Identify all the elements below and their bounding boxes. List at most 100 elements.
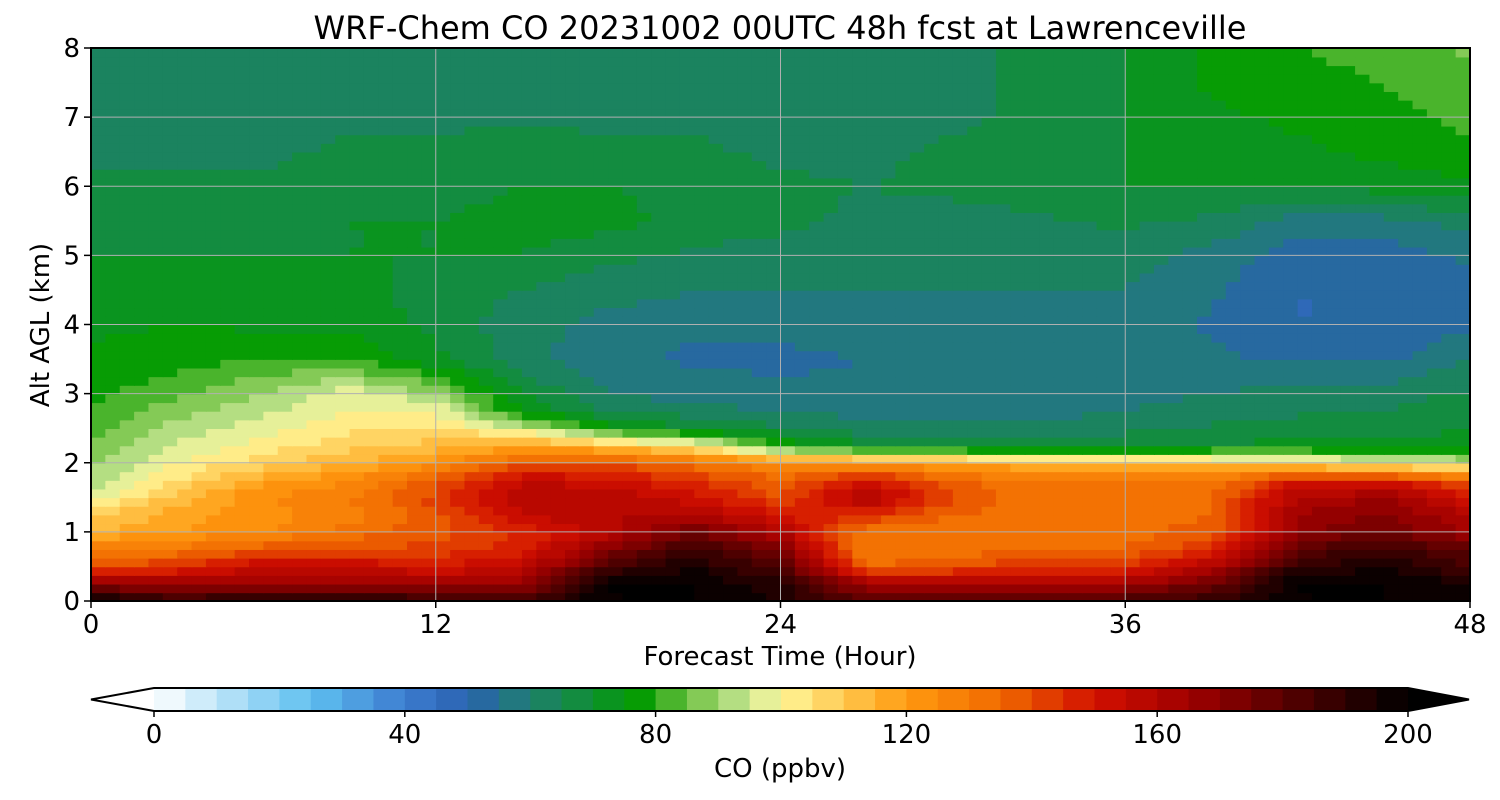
heatmap-cell [708, 583, 724, 594]
heatmap-cell [766, 246, 782, 257]
heatmap-cell [636, 428, 653, 438]
heatmap-cell [363, 272, 380, 283]
heatmap-cell [105, 220, 121, 231]
heatmap-cell [1153, 333, 1170, 343]
heatmap-cell [909, 393, 925, 404]
heatmap-cell [780, 402, 796, 412]
heatmap-cell [1139, 350, 1155, 360]
heatmap-cell [794, 549, 811, 559]
heatmap-cell [421, 168, 437, 179]
heatmap-cell [809, 523, 825, 533]
heatmap-cell [378, 281, 394, 291]
heatmap-cell [881, 549, 897, 559]
heatmap-cell [435, 480, 451, 490]
heatmap-cell [1240, 350, 1256, 360]
heatmap-cell [866, 575, 882, 585]
heatmap-cell [952, 272, 969, 283]
heatmap-cell [608, 592, 624, 601]
heatmap-cell [378, 255, 394, 265]
heatmap-cell [1211, 350, 1227, 360]
heatmap-cell [1311, 324, 1328, 334]
heatmap-cell [521, 255, 538, 265]
heatmap-cell [723, 376, 739, 386]
heatmap-cell [694, 462, 710, 473]
heatmap-cell [177, 376, 193, 386]
heatmap-cell [1024, 514, 1040, 525]
heatmap-cell [593, 367, 609, 378]
heatmap-cell [809, 324, 825, 334]
heatmap-cell [105, 488, 121, 499]
heatmap-cell [723, 367, 739, 378]
heatmap-cell [651, 566, 667, 576]
heatmap-cell [1383, 359, 1399, 369]
heatmap-cell [205, 289, 222, 300]
heatmap-cell [837, 393, 854, 404]
heatmap-cell [119, 333, 135, 343]
heatmap-cell [1039, 281, 1055, 291]
heatmap-cell [823, 488, 839, 499]
heatmap-cell [809, 436, 825, 447]
heatmap-cell [952, 151, 969, 162]
heatmap-cell [967, 272, 983, 283]
heatmap-cell [1369, 436, 1385, 447]
heatmap-cell [1283, 384, 1299, 395]
heatmap-cell [866, 220, 882, 231]
heatmap-cell [320, 229, 336, 239]
heatmap-cell [1383, 177, 1399, 188]
heatmap-cell [1240, 376, 1256, 386]
heatmap-cell [119, 428, 135, 438]
heatmap-cell [464, 246, 480, 257]
heatmap-cell [1340, 315, 1356, 326]
heatmap-cell [852, 557, 868, 568]
heatmap-cell [952, 255, 969, 265]
heatmap-cell [794, 436, 811, 447]
heatmap-cell [1326, 186, 1342, 196]
heatmap-cell [1182, 549, 1198, 559]
heatmap-cell [306, 566, 322, 576]
heatmap-cell [1340, 531, 1356, 542]
heatmap-cell [263, 350, 279, 360]
heatmap-cell [1240, 272, 1256, 283]
heatmap-cell [1412, 298, 1428, 309]
heatmap-cell [1340, 194, 1356, 205]
heatmap-cell [306, 384, 322, 395]
heatmap-cell [292, 488, 308, 499]
heatmap-cell [148, 384, 164, 395]
heatmap-cell [1355, 454, 1371, 464]
heatmap-cell [751, 186, 767, 196]
heatmap-cell [148, 428, 164, 438]
heatmap-cell [1197, 454, 1213, 464]
heatmap-cell [220, 557, 236, 568]
heatmap-cell [694, 307, 710, 317]
heatmap-cell [708, 445, 724, 455]
heatmap-cell [837, 454, 854, 464]
heatmap-cell [981, 419, 997, 429]
heatmap-cell [1240, 384, 1256, 395]
heatmap-cell [593, 462, 609, 473]
heatmap-cell [1455, 445, 1470, 455]
heatmap-cell [292, 341, 308, 352]
heatmap-cell [608, 307, 624, 317]
heatmap-cell [1426, 410, 1443, 421]
heatmap-cell [507, 281, 523, 291]
heatmap-cell [1369, 298, 1385, 309]
heatmap-cell [464, 272, 480, 283]
heatmap-cell [162, 410, 178, 421]
heatmap-cell [780, 376, 796, 386]
heatmap-cell [593, 393, 609, 404]
heatmap-cell [1240, 454, 1256, 464]
heatmap-cell [1240, 402, 1256, 412]
heatmap-cell [1426, 384, 1443, 395]
heatmap-cell [1383, 246, 1399, 257]
heatmap-cell [1096, 523, 1112, 533]
heatmap-cell [1254, 549, 1270, 559]
heatmap-cell [794, 367, 811, 378]
heatmap-cell [924, 359, 940, 369]
heatmap-cell [837, 298, 854, 309]
heatmap-cell [191, 557, 207, 568]
heatmap-cell [608, 428, 624, 438]
heatmap-cell [205, 592, 222, 601]
heatmap-cell [234, 324, 250, 334]
heatmap-cell [1039, 307, 1055, 317]
heatmap-cell [1426, 402, 1443, 412]
